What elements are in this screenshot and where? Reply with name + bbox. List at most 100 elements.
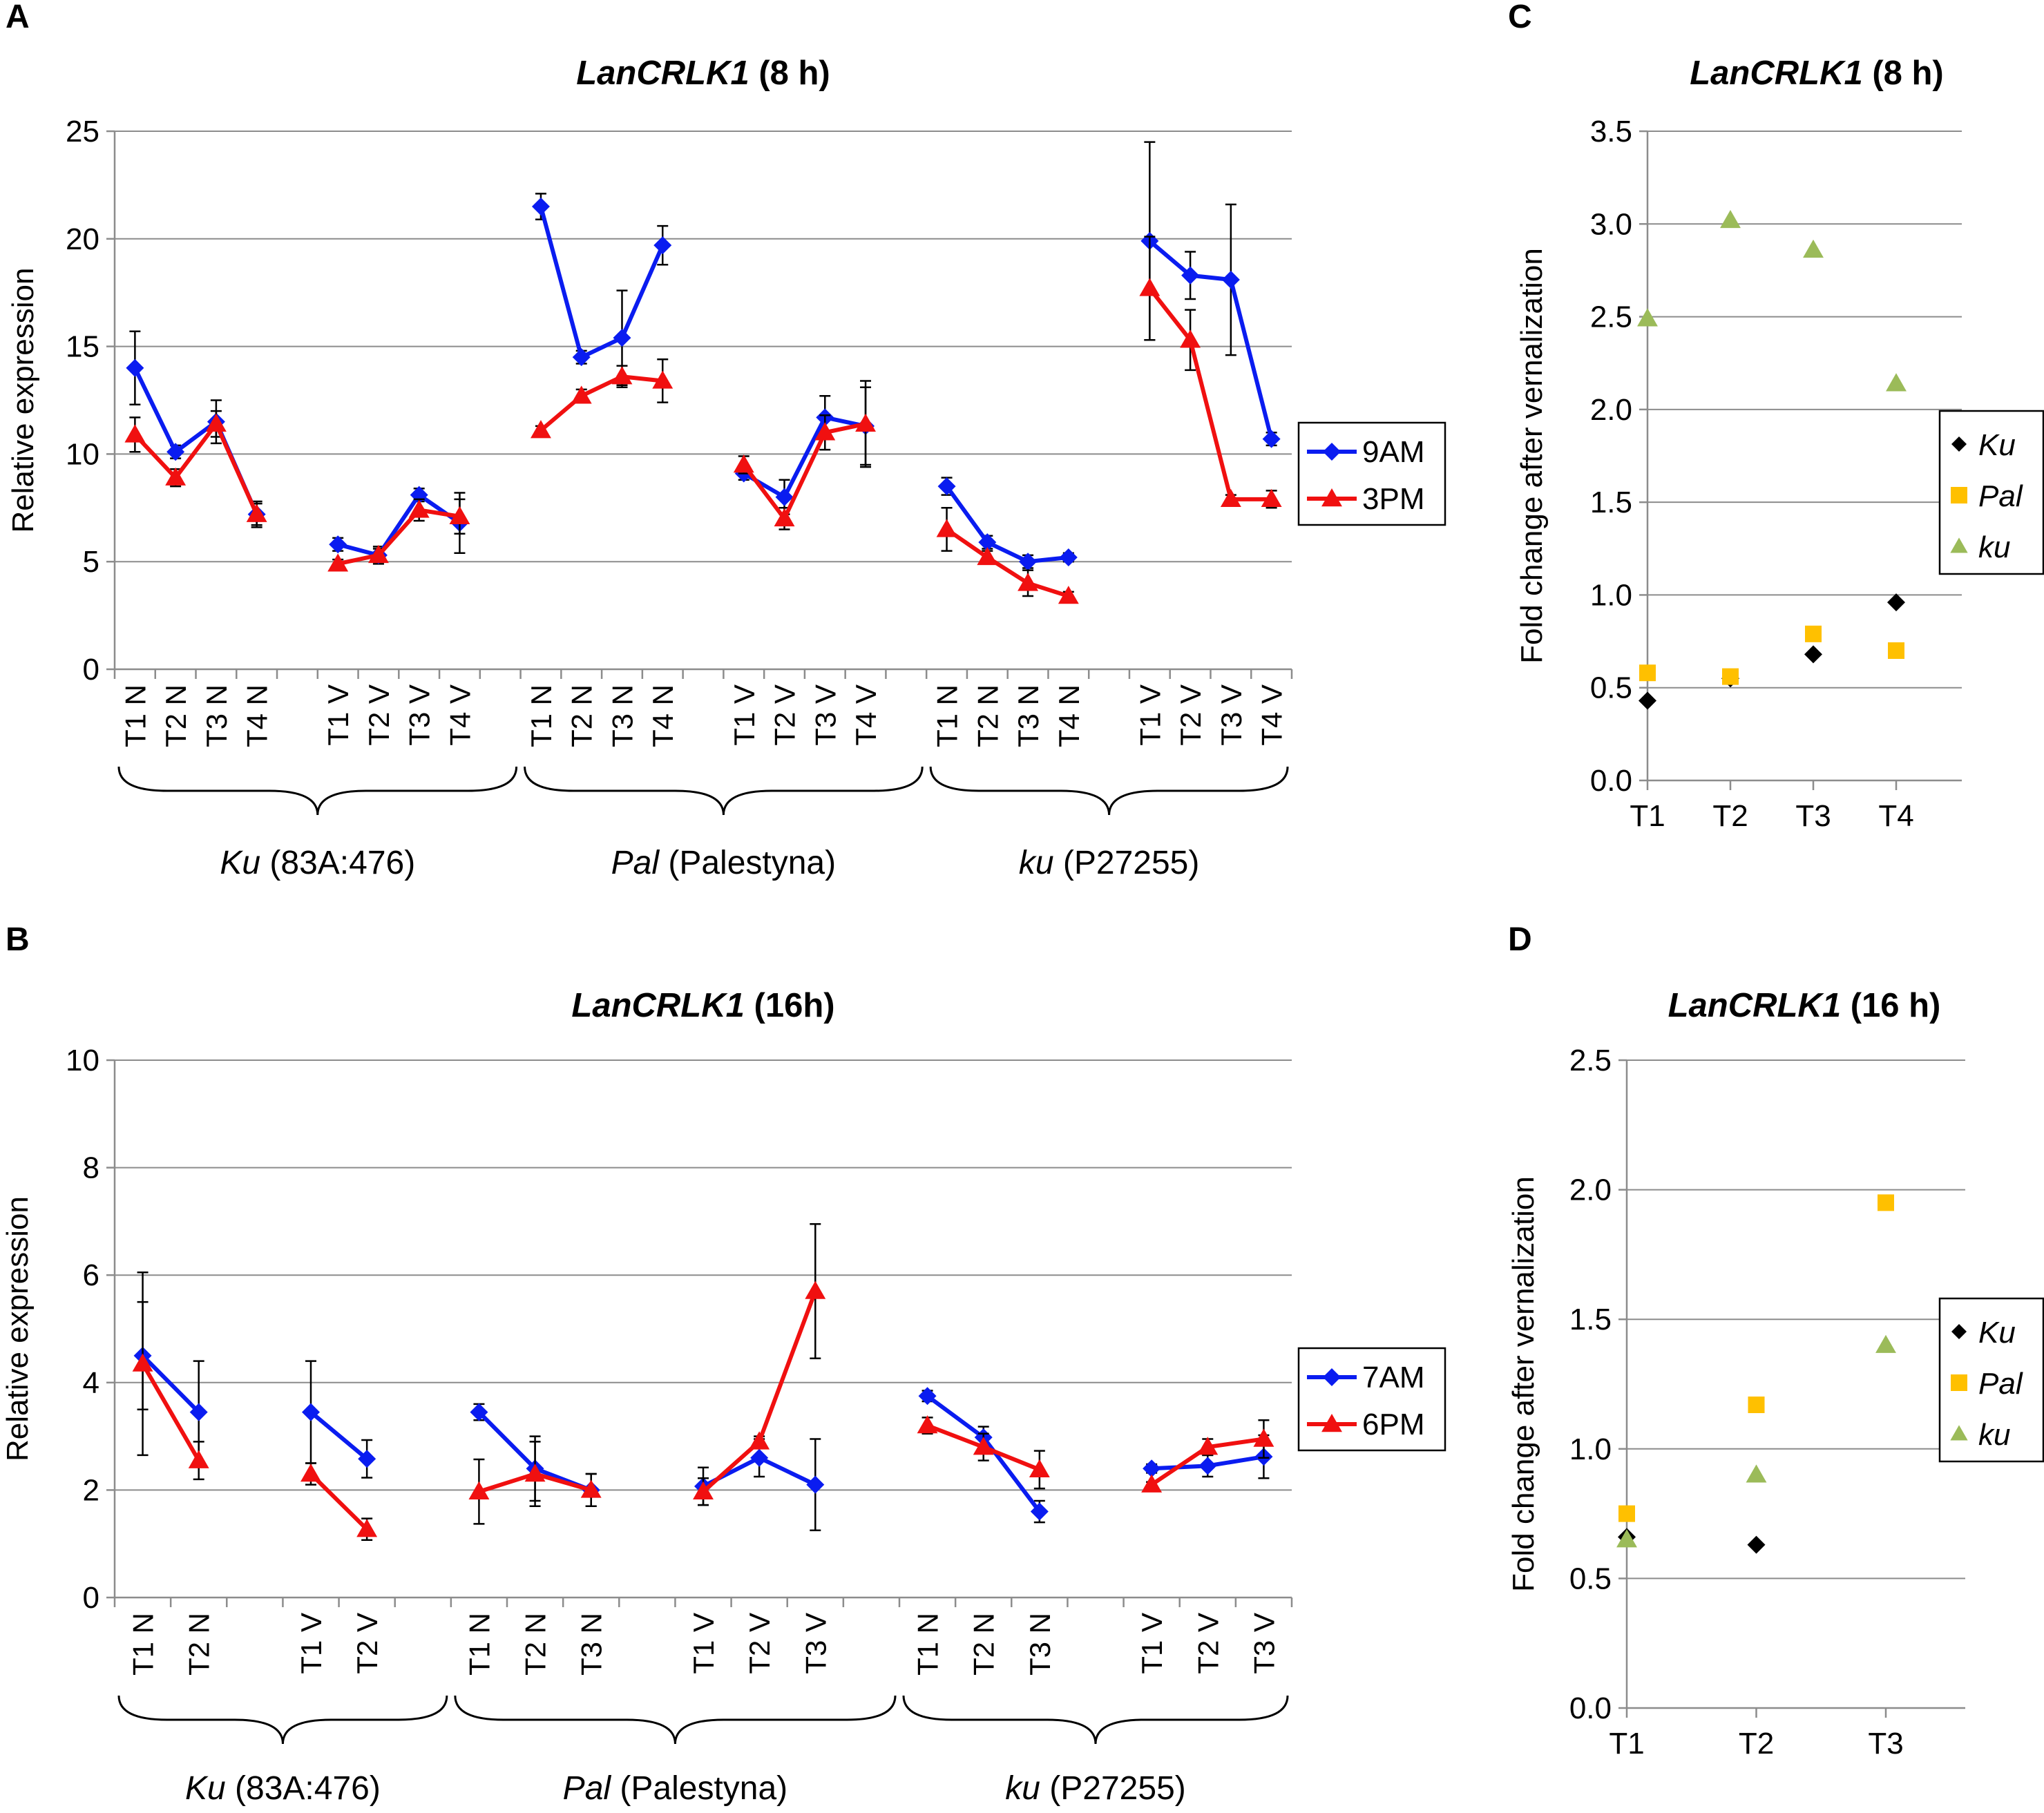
group-name: ku xyxy=(1005,1770,1040,1807)
data-point xyxy=(449,506,470,524)
data-point xyxy=(611,366,633,385)
legend-box xyxy=(1297,1347,1446,1452)
legend-label: Ku xyxy=(1978,428,2016,462)
x-tick-label: T1 V xyxy=(295,1613,327,1674)
data-point xyxy=(1141,1474,1163,1493)
y-tick-label: 10 xyxy=(66,1044,99,1077)
data-point xyxy=(937,477,956,496)
y-tick-label: 25 xyxy=(66,115,99,148)
x-tick-label: T2 N xyxy=(968,1613,1000,1676)
y-tick-label: 1.5 xyxy=(1590,486,1632,519)
group-label: Ku (83A:476) xyxy=(185,1770,381,1807)
data-point xyxy=(468,1481,490,1499)
group-detail: (Palestyna) xyxy=(659,845,836,881)
series-line xyxy=(742,421,866,521)
group-name: Pal xyxy=(611,845,660,881)
data-point xyxy=(1886,373,1907,392)
legend-marker xyxy=(1950,1425,1968,1441)
x-tick-label: T4 V xyxy=(850,684,882,746)
legend-label: 9AM xyxy=(1362,435,1424,469)
series-line xyxy=(539,206,665,360)
y-tick-label: 0.5 xyxy=(1590,671,1632,705)
x-tick-label: T1 V xyxy=(322,684,354,746)
x-tick-label: T2 V xyxy=(351,1613,383,1674)
data-point xyxy=(613,329,631,347)
y-axis-label: Fold change after vernalization xyxy=(1507,1176,1540,1592)
data-point xyxy=(1746,1464,1767,1483)
chart-title: LanCRLK1 (16h) xyxy=(571,987,834,1024)
group-detail: (83A:476) xyxy=(260,845,415,881)
group-detail: (P27255) xyxy=(1040,1770,1186,1807)
y-tick-label: 10 xyxy=(66,437,99,471)
data-point xyxy=(1180,329,1201,348)
data-point xyxy=(358,1450,376,1468)
data-point xyxy=(855,413,876,432)
series-9am xyxy=(126,141,1281,571)
chart-title-gene: LanCRLK1 xyxy=(576,55,749,92)
y-tick-label: 8 xyxy=(83,1151,99,1185)
data-point xyxy=(408,499,430,518)
x-tick-label: T1 N xyxy=(912,1613,944,1676)
x-tick-label: T1 N xyxy=(119,684,151,747)
data-point xyxy=(1618,1505,1635,1522)
chart-title: LanCRLK1 (8 h) xyxy=(1690,55,1944,92)
x-tick-label: T2 V xyxy=(363,684,395,746)
legend-box xyxy=(1297,421,1446,526)
series-line xyxy=(337,492,461,557)
x-tick-label: T2 xyxy=(1712,799,1748,833)
data-point xyxy=(1143,1459,1161,1478)
group-detail: (Palestyna) xyxy=(611,1770,787,1807)
data-point xyxy=(918,1387,937,1406)
chart-title: LanCRLK1 (16 h) xyxy=(1668,987,1941,1024)
y-axis-label: Relative expression xyxy=(6,268,40,533)
data-point xyxy=(936,519,957,537)
x-tick-label: T2 V xyxy=(743,1613,776,1674)
data-point xyxy=(1748,1397,1765,1414)
legend-marker xyxy=(1323,443,1341,461)
x-tick-label: T3 V xyxy=(799,1613,832,1674)
x-tick-label: T4 V xyxy=(443,684,476,746)
y-axis-label: Fold change after vernalization xyxy=(1515,248,1549,664)
data-point xyxy=(973,1437,994,1455)
data-point xyxy=(805,1280,826,1299)
y-tick-label: 0 xyxy=(83,653,99,687)
legend-marker xyxy=(1951,437,1967,452)
data-point xyxy=(205,413,227,432)
group-detail: (83A:476) xyxy=(226,1770,381,1807)
x-tick-label: T3 N xyxy=(200,684,233,747)
series-line xyxy=(743,415,866,499)
scatter-chart-d: D LanCRLK1 (16 h) 0.0 0.5 1.0 1.5 2.0 2.5 Fold c… xyxy=(1507,921,2044,1761)
legend-marker xyxy=(1951,1374,1967,1391)
series-ku xyxy=(1639,593,1905,710)
panel-label: D xyxy=(1508,921,1532,958)
x-tick-label: T1 V xyxy=(1136,1613,1168,1674)
legend-marker xyxy=(1950,537,1968,553)
legend-label: 6PM xyxy=(1362,1408,1424,1441)
data-point xyxy=(1253,1428,1274,1447)
legend-label: ku xyxy=(1978,1418,2010,1452)
series-line xyxy=(539,374,663,432)
data-point xyxy=(814,422,836,441)
x-tick-label: T2 V xyxy=(1174,684,1207,746)
data-point xyxy=(1197,1437,1219,1455)
data-point xyxy=(126,358,144,377)
data-point xyxy=(1198,1457,1217,1475)
x-tick-label: T3 V xyxy=(809,684,841,746)
y-tick-label: 1.0 xyxy=(1569,1432,1612,1466)
data-point xyxy=(367,544,389,564)
data-point xyxy=(124,424,146,443)
data-point xyxy=(1720,209,1741,229)
x-tick-label: T1 N xyxy=(463,1613,495,1676)
legend-label: Pal xyxy=(1978,1367,2023,1401)
y-axis-label: Relative expression xyxy=(1,1196,35,1461)
line-chart-a: A LanCRLK1 (8 h) 0 5 10 15 20 25 Relative expres… xyxy=(6,0,1446,881)
line-chart-b: B LanCRLK1 (16h) 0 2 4 6 8 10 Relative expressio… xyxy=(1,921,1446,1807)
y-tick-label: 15 xyxy=(66,330,99,364)
scatter-chart-c: C LanCRLK1 (8 h) 0.0 0.5 1.0 1.5 2.0 2.5 3.0 3.5 F… xyxy=(1508,0,2044,833)
data-point xyxy=(917,1415,938,1434)
x-tick-label: T1 xyxy=(1630,799,1665,833)
series-6pm xyxy=(132,1223,1274,1541)
data-point xyxy=(166,443,185,461)
x-tick-label: T1 V xyxy=(728,684,761,746)
